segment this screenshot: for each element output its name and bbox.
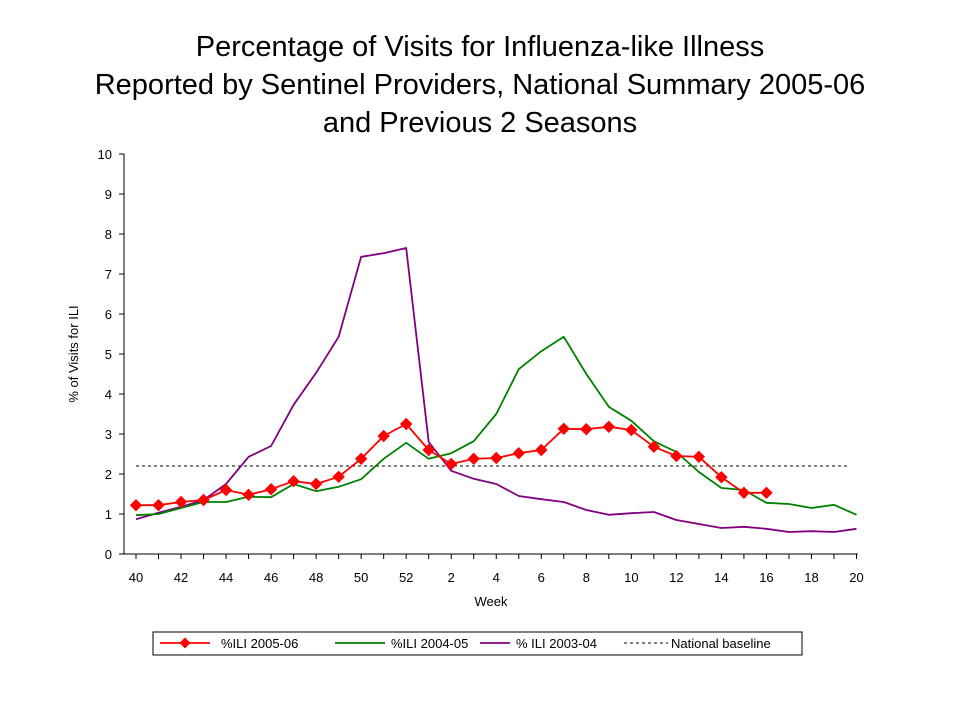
y-tick-label: 3: [105, 427, 112, 442]
x-tick-label: 52: [399, 570, 413, 585]
series-2: [135, 247, 857, 533]
data-point-marker: [219, 483, 233, 497]
chart-title-line-3: and Previous 2 Seasons: [322, 107, 638, 139]
x-tick-label: 44: [219, 570, 233, 585]
series-line: [135, 335, 857, 517]
data-point-marker: [670, 449, 683, 463]
data-point-marker: [242, 488, 255, 502]
series-1: [135, 335, 857, 517]
data-point-marker: [580, 422, 593, 436]
data-point-marker: [557, 422, 570, 436]
x-tick-label: 48: [309, 570, 323, 585]
data-point-marker: [197, 493, 210, 507]
series-line: [135, 247, 857, 533]
chart-title-line-2: Reported by Sentinel Providers, National…: [94, 69, 866, 101]
data-point-marker: [445, 457, 458, 471]
y-tick-label: 4: [105, 387, 112, 402]
data-point-marker: [535, 443, 548, 457]
y-tick-label: 7: [105, 267, 112, 282]
data-point-marker: [129, 498, 143, 512]
data-point-marker: [737, 486, 751, 500]
x-tick-label: 8: [583, 570, 590, 585]
series-0: [129, 417, 773, 512]
y-tick-label: 2: [105, 467, 112, 482]
legend-entry-baseline: National baseline: [624, 636, 771, 651]
data-point-marker: [602, 420, 616, 434]
y-tick-label: 10: [98, 147, 112, 162]
x-tick-label: 18: [804, 570, 818, 585]
x-tick-label: 12: [669, 570, 683, 585]
y-tick-label: 9: [105, 187, 112, 202]
data-point-marker: [625, 423, 638, 437]
data-point-marker: [422, 443, 435, 457]
x-tick-label: 40: [129, 570, 143, 585]
x-axis-label: Week: [475, 594, 508, 609]
x-tick-label: 42: [174, 570, 188, 585]
x-tick-label: 6: [538, 570, 545, 585]
data-point-marker: [287, 474, 300, 488]
data-point-marker: [174, 495, 188, 509]
data-point-marker: [377, 429, 390, 443]
legend-swatch-marker: [179, 637, 191, 649]
data-point-marker: [399, 417, 413, 431]
data-point-marker: [152, 498, 165, 512]
legend-label: %ILI 2005-06: [221, 636, 298, 651]
legend-entry-2005-06: %ILI 2005-06: [160, 636, 298, 651]
y-tick-label: 8: [105, 227, 112, 242]
x-tick-label: 4: [493, 570, 500, 585]
data-point-marker: [760, 486, 773, 500]
y-tick-label: 5: [105, 347, 112, 362]
data-point-marker: [692, 450, 706, 464]
legend-entry-2004-05: %ILI 2004-05: [335, 636, 468, 651]
data-point-marker: [354, 452, 368, 466]
legend-label: %ILI 2004-05: [391, 636, 468, 651]
y-tick-label: 6: [105, 307, 112, 322]
legend-box: [152, 631, 803, 656]
chart-title: Percentage of Visits for Influenza-like …: [0, 28, 960, 142]
x-tick-label: 20: [849, 570, 863, 585]
y-tick-label: 1: [105, 507, 112, 522]
data-point-marker: [264, 482, 278, 496]
y-axis-label: % of Visits for ILI: [66, 305, 81, 402]
data-point-marker: [309, 477, 323, 491]
data-point-marker: [512, 446, 525, 460]
data-point-marker: [647, 440, 661, 454]
x-tick-label: 14: [714, 570, 728, 585]
x-tick-label: 50: [354, 570, 368, 585]
data-point-marker: [332, 470, 345, 484]
x-tick-label: 46: [264, 570, 278, 585]
legend-label: % ILI 2003-04: [516, 636, 597, 651]
legend-items: %ILI 2005-06 %ILI 2004-05 % ILI 2003-04 Nat…: [160, 636, 771, 651]
legend: %ILI 2005-06 %ILI 2004-05 % ILI 2003-04 Nat…: [152, 631, 803, 656]
x-tick-label: 10: [624, 570, 638, 585]
data-point-marker: [467, 452, 480, 466]
x-tick-label: 16: [759, 570, 773, 585]
data-point-marker: [490, 451, 503, 465]
x-tick-label: 2: [448, 570, 455, 585]
series-layer: [129, 247, 857, 533]
legend-entry-2003-04: % ILI 2003-04: [480, 636, 597, 651]
data-point-marker: [715, 470, 728, 484]
chart-title-line-1: Percentage of Visits for Influenza-like …: [195, 31, 765, 63]
y-tick-label: 0: [105, 547, 112, 562]
legend-label: National baseline: [671, 636, 771, 651]
